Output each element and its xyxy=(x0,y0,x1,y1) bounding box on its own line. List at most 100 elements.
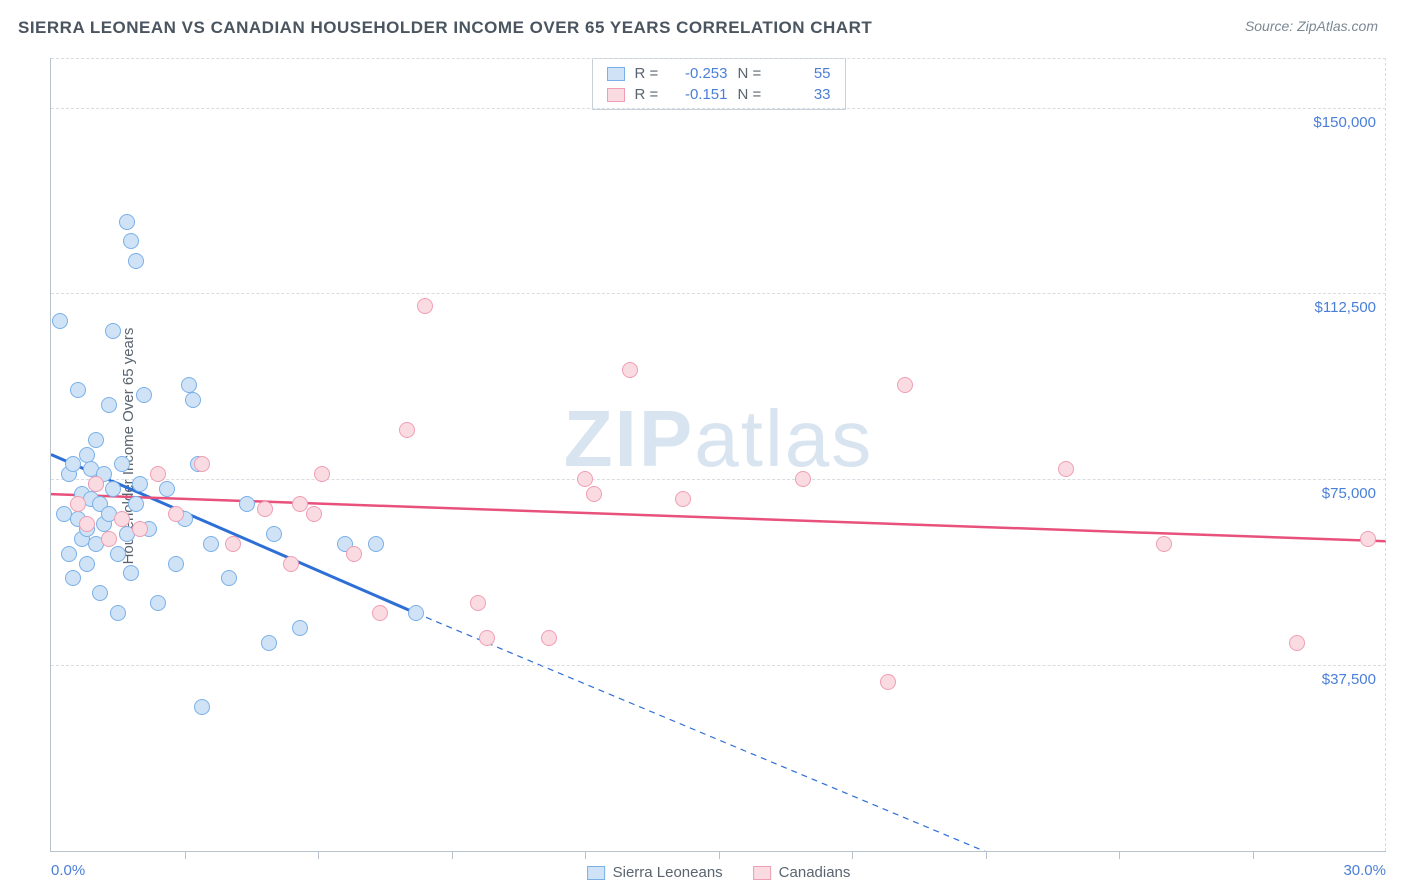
data-point-canadian xyxy=(1058,461,1074,477)
data-point-sierra xyxy=(70,382,86,398)
stats-row-sierra: R = -0.253 N = 55 xyxy=(593,63,845,84)
x-tick xyxy=(318,851,319,859)
data-point-sierra xyxy=(114,456,130,472)
data-point-sierra xyxy=(105,481,121,497)
gridline-v xyxy=(1385,58,1386,851)
data-point-sierra xyxy=(181,377,197,393)
x-tick xyxy=(585,851,586,859)
data-point-sierra xyxy=(105,323,121,339)
correlation-stats-box: R = -0.253 N = 55 R = -0.151 N = 33 xyxy=(592,58,846,110)
source-label: Source: xyxy=(1245,18,1293,34)
data-point-sierra xyxy=(368,536,384,552)
data-point-sierra xyxy=(123,565,139,581)
x-tick xyxy=(852,851,853,859)
stat-r-value-canadian: -0.151 xyxy=(673,86,728,103)
data-point-sierra xyxy=(79,556,95,572)
stat-r-label: R = xyxy=(635,65,663,82)
watermark-text-bold: ZIP xyxy=(564,394,694,483)
gridline-h xyxy=(51,58,1386,59)
data-point-sierra xyxy=(88,432,104,448)
legend-label-sierra: Sierra Leoneans xyxy=(613,864,723,881)
watermark: ZIPatlas xyxy=(564,393,873,485)
y-tick-label: $112,500 xyxy=(1315,299,1376,316)
data-point-sierra xyxy=(52,313,68,329)
data-point-canadian xyxy=(1289,635,1305,651)
data-point-canadian xyxy=(577,471,593,487)
data-point-sierra xyxy=(92,585,108,601)
data-point-canadian xyxy=(399,422,415,438)
chart-title: SIERRA LEONEAN VS CANADIAN HOUSEHOLDER I… xyxy=(18,18,872,38)
data-point-canadian xyxy=(314,466,330,482)
data-point-canadian xyxy=(257,501,273,517)
data-point-canadian xyxy=(880,674,896,690)
data-point-canadian xyxy=(283,556,299,572)
data-point-sierra xyxy=(292,620,308,636)
legend-item-canadian: Canadians xyxy=(753,864,851,881)
source-attribution: Source: ZipAtlas.com xyxy=(1245,18,1378,34)
x-tick xyxy=(1253,851,1254,859)
data-point-canadian xyxy=(541,630,557,646)
data-point-sierra xyxy=(168,556,184,572)
data-point-sierra xyxy=(159,481,175,497)
data-point-canadian xyxy=(225,536,241,552)
stats-row-canadian: R = -0.151 N = 33 xyxy=(593,84,845,105)
x-axis-min-label: 0.0% xyxy=(51,862,85,879)
data-point-sierra xyxy=(79,447,95,463)
data-point-canadian xyxy=(88,476,104,492)
stat-r-value-sierra: -0.253 xyxy=(673,65,728,82)
swatch-sierra xyxy=(607,67,625,81)
data-point-canadian xyxy=(417,298,433,314)
y-tick-label: $37,500 xyxy=(1322,671,1376,688)
data-point-sierra xyxy=(123,233,139,249)
data-point-sierra xyxy=(239,496,255,512)
data-point-sierra xyxy=(128,496,144,512)
data-point-sierra xyxy=(110,546,126,562)
legend-label-canadian: Canadians xyxy=(779,864,851,881)
data-point-sierra xyxy=(185,392,201,408)
data-point-canadian xyxy=(306,506,322,522)
data-point-canadian xyxy=(586,486,602,502)
trend-line xyxy=(416,613,1008,851)
gridline-h xyxy=(51,108,1386,109)
data-point-sierra xyxy=(203,536,219,552)
data-point-canadian xyxy=(479,630,495,646)
x-tick xyxy=(986,851,987,859)
data-point-canadian xyxy=(70,496,86,512)
x-tick xyxy=(185,851,186,859)
stat-n-label: N = xyxy=(738,86,766,103)
data-point-sierra xyxy=(221,570,237,586)
data-point-sierra xyxy=(132,476,148,492)
stat-r-label: R = xyxy=(635,86,663,103)
data-point-canadian xyxy=(79,516,95,532)
data-point-canadian xyxy=(101,531,117,547)
data-point-canadian xyxy=(470,595,486,611)
gridline-h xyxy=(51,293,1386,294)
data-point-canadian xyxy=(372,605,388,621)
data-point-sierra xyxy=(65,570,81,586)
data-point-canadian xyxy=(1156,536,1172,552)
data-point-sierra xyxy=(136,387,152,403)
stat-n-label: N = xyxy=(738,65,766,82)
x-tick xyxy=(719,851,720,859)
gridline-h xyxy=(51,479,1386,480)
x-tick xyxy=(452,851,453,859)
scatter-chart: ZIPatlas R = -0.253 N = 55 R = -0.151 N … xyxy=(50,58,1386,852)
data-point-canadian xyxy=(1360,531,1376,547)
stat-n-value-sierra: 55 xyxy=(776,65,831,82)
watermark-text-light: atlas xyxy=(694,394,873,483)
gridline-h xyxy=(51,665,1386,666)
x-tick xyxy=(1119,851,1120,859)
legend-swatch-sierra xyxy=(587,866,605,880)
data-point-canadian xyxy=(675,491,691,507)
data-point-sierra xyxy=(101,397,117,413)
data-point-canadian xyxy=(194,456,210,472)
data-point-canadian xyxy=(132,521,148,537)
data-point-canadian xyxy=(168,506,184,522)
data-point-sierra xyxy=(110,605,126,621)
data-point-canadian xyxy=(795,471,811,487)
data-point-sierra xyxy=(119,214,135,230)
data-point-sierra xyxy=(128,253,144,269)
data-point-sierra xyxy=(150,595,166,611)
legend-item-sierra: Sierra Leoneans xyxy=(587,864,723,881)
y-tick-label: $75,000 xyxy=(1322,485,1376,502)
